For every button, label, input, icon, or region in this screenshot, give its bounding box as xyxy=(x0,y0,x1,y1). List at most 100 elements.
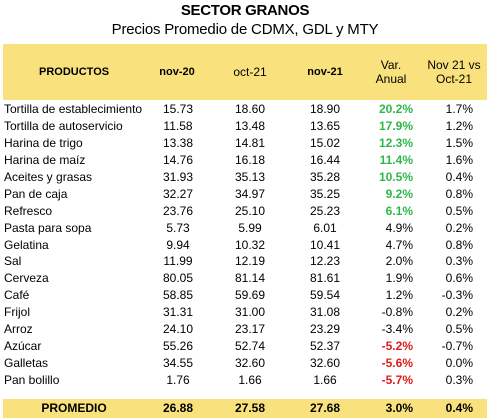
table-row: Pan bolillo 1.76 1.66 1.66 -5.7% 0.3% xyxy=(3,371,487,388)
cell-nov20: 14.76 xyxy=(162,153,194,168)
header-nov21: nov-21 xyxy=(307,66,343,78)
cell-nov21: 35.25 xyxy=(309,186,341,201)
cell-var-anual: 2.0% xyxy=(385,254,413,269)
footer-oct21: 27.58 xyxy=(234,401,266,415)
header-productos: PRODUCTOS xyxy=(39,66,110,78)
cell-nov21: 16.44 xyxy=(309,153,341,168)
footer-nov21: 27.68 xyxy=(309,401,341,415)
table-row: Tortilla de autoservicio 11.58 13.48 13.65 1… xyxy=(3,118,487,135)
cell-nov21: 81.61 xyxy=(309,271,341,286)
table-footer: PROMEDIO 26.88 27.58 27.68 3.0% 0.4% xyxy=(3,399,487,418)
cell-var-anual: 4.9% xyxy=(385,220,413,235)
cell-nov-vs-oct: 0.8% xyxy=(445,237,473,252)
cell-oct21: 35.13 xyxy=(234,170,266,184)
cell-nov21: 25.23 xyxy=(309,203,341,218)
cell-var-anual: 4.7% xyxy=(385,237,413,252)
table-row: Cerveza 80.05 81.14 81.61 1.9% 0.6% xyxy=(3,270,487,287)
header-nov20: nov-20 xyxy=(159,66,195,78)
cell-producto: Harina de trigo xyxy=(4,136,83,151)
cell-oct21: 31.00 xyxy=(234,305,266,320)
table-row: Café 58.85 59.69 59.54 1.2% -0.3% xyxy=(3,287,487,304)
cell-var-anual: -5.2% xyxy=(381,338,413,353)
cell-producto: Tortilla de autoservicio xyxy=(4,119,123,134)
cell-nov-vs-oct: 0.3% xyxy=(445,254,473,269)
cell-nov-vs-oct: 1.7% xyxy=(445,102,473,117)
table-row: Pasta para sopa 5.73 5.99 6.01 4.9% 0.2% xyxy=(3,219,487,236)
cell-nov20: 23.76 xyxy=(162,203,194,218)
cell-nov20: 31.93 xyxy=(162,170,194,184)
cell-nov-vs-oct: -0.3% xyxy=(441,288,473,303)
footer-nov20: 26.88 xyxy=(162,401,194,415)
cell-nov20: 58.85 xyxy=(162,288,194,303)
cell-nov21: 18.90 xyxy=(309,102,341,117)
cell-var-anual: 12.3% xyxy=(378,136,413,151)
cell-nov21: 6.01 xyxy=(313,220,337,235)
cell-nov20: 32.27 xyxy=(162,186,194,201)
cell-nov20: 11.58 xyxy=(163,119,193,134)
cell-producto: Harina de maíz xyxy=(4,153,86,168)
table-row: Gelatina 9.94 10.32 10.41 4.7% 0.8% xyxy=(3,236,487,253)
footer-mom: 0.4% xyxy=(445,401,473,415)
cell-oct21: 13.48 xyxy=(234,119,266,134)
cell-var-anual: 9.2% xyxy=(385,186,413,201)
table-title: SECTOR GRANOS xyxy=(180,2,310,19)
cell-nov-vs-oct: 0.4% xyxy=(445,170,473,184)
header-nov-vs-oct: Nov 21 vs Oct-21 xyxy=(427,58,481,86)
cell-var-anual: -5.6% xyxy=(381,355,413,370)
cell-nov21: 13.65 xyxy=(309,119,341,134)
cell-producto: Pasta para sopa xyxy=(4,220,92,235)
footer-var: 3.0% xyxy=(385,401,413,415)
cell-nov21: 35.28 xyxy=(309,170,341,184)
cell-producto: Pan de caja xyxy=(4,186,68,201)
cell-producto: Pan bolillo xyxy=(4,372,60,387)
cell-oct21: 18.60 xyxy=(234,102,266,117)
cell-nov20: 24.10 xyxy=(162,322,194,337)
cell-nov20: 31.31 xyxy=(162,305,194,320)
cell-nov20: 5.73 xyxy=(166,220,190,235)
cell-nov20: 15.73 xyxy=(162,102,194,117)
cell-nov-vs-oct: 0.6% xyxy=(445,271,473,286)
cell-var-anual: 11.4% xyxy=(379,153,413,168)
cell-nov20: 13.38 xyxy=(162,136,194,151)
cell-nov-vs-oct: 0.3% xyxy=(445,372,473,387)
cell-var-anual: 6.1% xyxy=(385,203,413,218)
cell-nov20: 55.26 xyxy=(162,338,194,353)
cell-nov20: 34.55 xyxy=(162,355,194,370)
cell-nov-vs-oct: -0.7% xyxy=(441,338,473,353)
header-oct21: oct-21 xyxy=(233,65,267,79)
table-row: Arroz 24.10 23.17 23.29 -3.4% 0.5% xyxy=(3,321,487,338)
cell-nov20: 1.76 xyxy=(166,372,190,387)
cell-nov-vs-oct: 0.2% xyxy=(445,220,473,235)
cell-nov21: 59.54 xyxy=(309,288,341,303)
cell-nov20: 80.05 xyxy=(162,271,194,286)
cell-oct21: 81.14 xyxy=(234,271,266,286)
cell-nov-vs-oct: 0.5% xyxy=(445,322,473,337)
cell-nov-vs-oct: 1.2% xyxy=(445,119,473,134)
cell-oct21: 10.32 xyxy=(234,237,266,252)
cell-nov-vs-oct: 0.0% xyxy=(445,355,473,370)
cell-oct21: 1.66 xyxy=(238,372,262,387)
cell-var-anual: 10.5% xyxy=(378,170,413,184)
cell-producto: Aceites y grasas xyxy=(4,170,93,184)
cell-nov-vs-oct: 0.8% xyxy=(445,186,473,201)
table-row: Sal 11.99 12.19 12.23 2.0% 0.3% xyxy=(3,253,487,270)
cell-producto: Gelatina xyxy=(4,237,49,252)
cell-producto: Azúcar xyxy=(4,338,42,353)
cell-oct21: 16.18 xyxy=(234,153,266,168)
cell-nov21: 23.29 xyxy=(309,322,341,337)
cell-nov-vs-oct: 0.5% xyxy=(445,203,473,218)
cell-oct21: 5.99 xyxy=(238,220,262,235)
cell-nov-vs-oct: 0.2% xyxy=(445,305,473,320)
cell-oct21: 52.74 xyxy=(234,338,266,353)
cell-producto: Café xyxy=(4,288,30,303)
cell-producto: Tortilla de establecimiento xyxy=(4,102,143,117)
table-row: Azúcar 55.26 52.74 52.37 -5.2% -0.7% xyxy=(3,337,487,354)
cell-nov-vs-oct: 1.6% xyxy=(445,153,473,168)
cell-nov21: 52.37 xyxy=(309,338,341,353)
cell-nov21: 15.02 xyxy=(309,136,341,151)
cell-producto: Refresco xyxy=(4,203,53,218)
cell-var-anual: -3.4% xyxy=(381,322,413,337)
table-row: Tortilla de establecimiento 15.73 18.60 18.… xyxy=(3,101,487,118)
table-header: PRODUCTOS nov-20 oct-21 nov-21 Var. Anua… xyxy=(3,44,487,100)
cell-nov-vs-oct: 1.5% xyxy=(445,136,473,151)
